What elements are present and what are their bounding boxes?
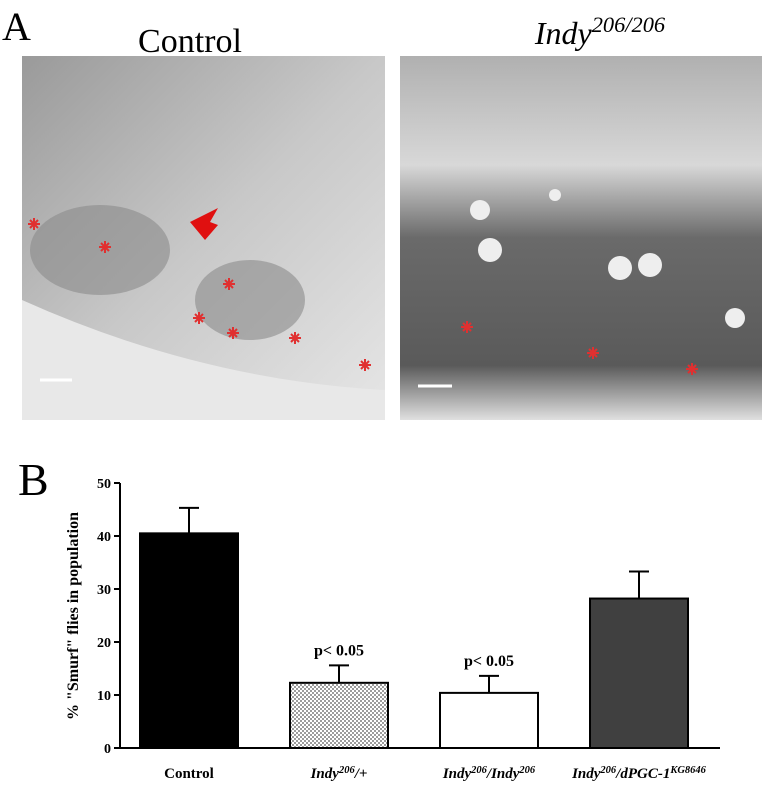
bar [589,597,689,749]
bar [139,532,239,749]
y-tick-label: 40 [97,530,111,545]
bar-chart: 0 10 20 30 40 50 Control p< 0.05 Indy206/+ p< 0.0… [97,477,720,782]
bar [439,691,539,750]
y-tick-label: 10 [97,689,111,704]
panel-label: A [2,4,31,49]
image-title: Indy206/206 [534,12,666,52]
micrograph [22,56,385,420]
y-tick-label: 50 [97,477,111,492]
y-tick-label: 30 [97,583,111,598]
panel-label: B [18,454,49,505]
y-tick-label: 0 [104,742,111,757]
image-title: Control [138,23,242,60]
bar [289,681,389,749]
annotation: p< 0.05 [464,653,514,670]
x-tick-label: Indy206/+ [310,765,368,783]
x-tick-label: Indy206/dPGC-1KG8646 [571,765,707,783]
annotation: p< 0.05 [314,642,364,659]
asterisks [28,218,698,375]
y-tick-label: 20 [97,636,111,651]
x-tick-label: Indy206/Indy206 [442,765,536,783]
micrograph [400,56,762,420]
y-axis-label: % "Smurf" flies in population [65,512,82,720]
x-tick-label: Control [164,766,214,782]
